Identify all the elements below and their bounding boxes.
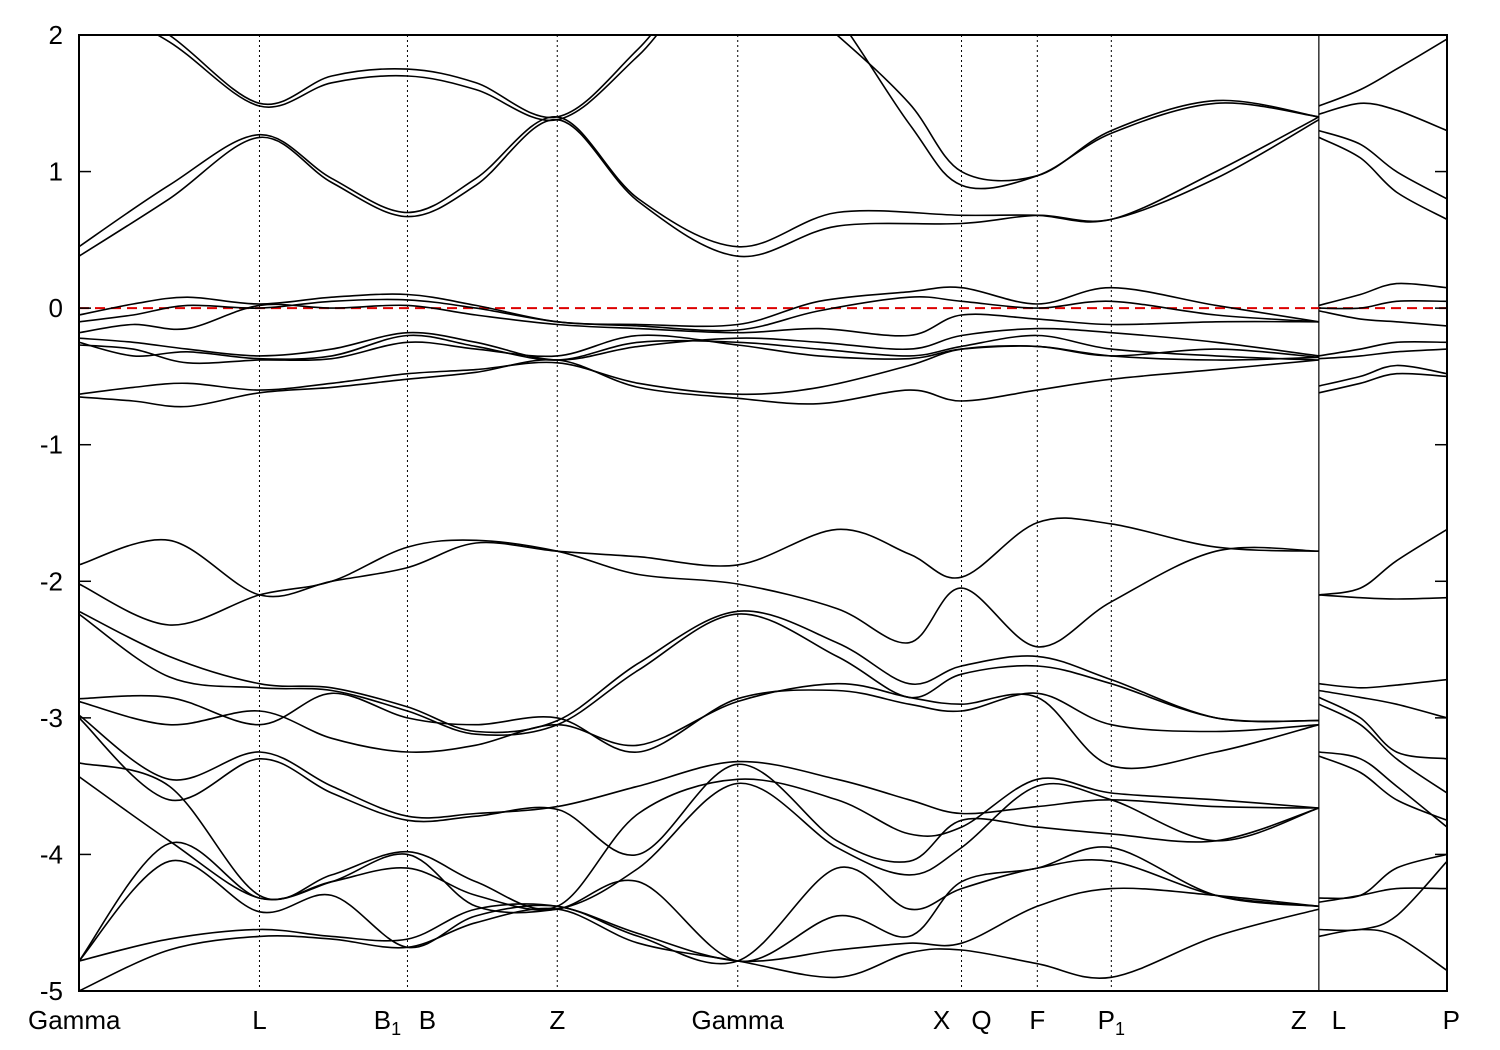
band-line-29 — [79, 689, 1319, 753]
y-tick-label: -2 — [40, 566, 63, 596]
kpoint-gridlines — [258, 35, 1320, 991]
kpoint-label-gamma1: Gamma — [691, 1005, 784, 1035]
kpoint-label-F: F — [1029, 1005, 1045, 1035]
band-line-32 — [79, 717, 1320, 863]
band-line-31 — [79, 714, 1319, 819]
y-tick-label: -3 — [40, 703, 63, 733]
band-line-46 — [1318, 887, 1447, 903]
band-line-1 — [79, 118, 1320, 258]
band-line-17 — [1318, 300, 1447, 310]
y-axis: 2 1 0 -1 -2 -3 -4 -5 — [40, 20, 1447, 1006]
band-line-5 — [1318, 102, 1447, 132]
kpoint-label-gamma0: Gamma — [28, 1005, 121, 1035]
band-line-26 — [1318, 594, 1447, 600]
kpoint-label-P: P — [1443, 1005, 1460, 1035]
band-line-39 — [1318, 678, 1447, 689]
band-line-38 — [79, 907, 1320, 991]
band-line-20 — [1318, 348, 1447, 360]
band-line-21 — [1318, 364, 1447, 387]
band-line-9 — [79, 296, 1319, 332]
band-line-3 — [156, 35, 1320, 182]
band-line-28 — [79, 613, 1319, 736]
band-line-43 — [1318, 751, 1447, 828]
kpoint-label-B: B — [419, 1005, 436, 1035]
kpoint-label-subscript: 1 — [1115, 1019, 1125, 1039]
kpoint-label-Z1: Z — [549, 1005, 565, 1035]
band-line-30 — [79, 682, 1320, 770]
band-line-7 — [1318, 136, 1447, 221]
y-tick-label: 2 — [49, 20, 63, 50]
band-line-8 — [79, 286, 1320, 328]
band-line-16 — [1318, 282, 1447, 307]
band-line-14 — [79, 345, 1319, 396]
band-line-6 — [1318, 129, 1447, 200]
band-line-36 — [79, 841, 1319, 963]
kpoint-label-Q: Q — [971, 1005, 991, 1035]
kpoint-label-L1: L — [252, 1005, 266, 1035]
kpoint-label-X: X — [933, 1005, 950, 1035]
band-line-45 — [1318, 853, 1447, 900]
band-line-35 — [79, 858, 1319, 965]
band-line-37 — [79, 887, 1319, 963]
band-line-48 — [1318, 928, 1447, 972]
band-line-23 — [79, 517, 1319, 598]
band-line-11 — [79, 327, 1320, 361]
y-tick-label: 0 — [49, 293, 63, 323]
band-line-42 — [1318, 703, 1447, 794]
y-tick-label: -4 — [40, 839, 63, 869]
y-tick-label: -1 — [40, 430, 63, 460]
y-tick-label: -5 — [40, 976, 63, 1006]
kpoint-label-subscript: 1 — [391, 1019, 401, 1039]
band-lines — [79, 35, 1447, 991]
band-line-44 — [1318, 755, 1447, 822]
band-line-47 — [1318, 860, 1447, 932]
band-line-19 — [1318, 340, 1447, 357]
band-line-12 — [79, 334, 1319, 361]
band-line-18 — [1318, 310, 1447, 327]
band-line-2 — [167, 35, 1320, 190]
band-line-15 — [79, 358, 1319, 408]
plot-frame — [78, 34, 1448, 992]
band-line-40 — [1318, 689, 1447, 719]
kpoint-label-Z2: Z — [1291, 1005, 1307, 1035]
band-line-25 — [1318, 528, 1447, 596]
x-axis-kpoint-labels: Gamma L B1 B Z Gamma X Q F P1 Z L P — [28, 1005, 1460, 1039]
band-line-10 — [79, 303, 1319, 337]
band-line-22 — [1318, 372, 1447, 394]
band-line-0 — [79, 116, 1320, 248]
band-line-41 — [1318, 696, 1447, 760]
kpoint-label-L2: L — [1332, 1005, 1346, 1035]
y-tick-label: 1 — [49, 157, 63, 187]
band-line-4 — [1318, 38, 1447, 107]
kpoint-label-B1: B1 — [374, 1005, 401, 1039]
band-line-34 — [79, 775, 1320, 911]
band-line-24 — [79, 539, 1319, 648]
band-line-27 — [79, 610, 1319, 734]
kpoint-label-P1: P1 — [1098, 1005, 1125, 1039]
